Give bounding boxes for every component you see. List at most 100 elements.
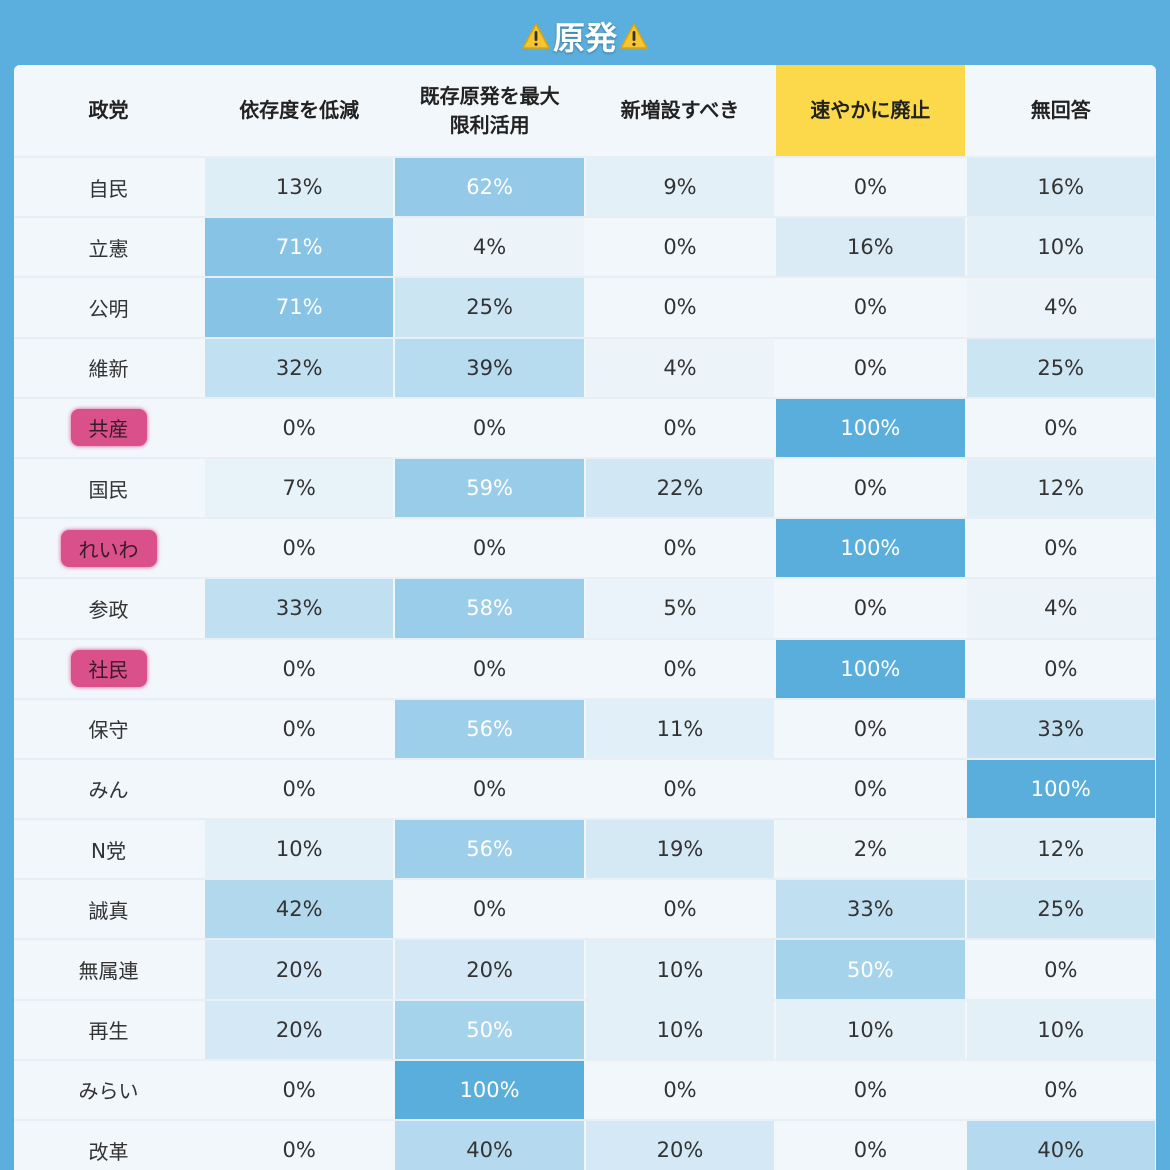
value-cell: 0% — [204, 638, 396, 700]
value-cell: 50% — [775, 939, 967, 1001]
value-cell: 100% — [775, 638, 967, 700]
value-cell: 0% — [394, 518, 586, 580]
value-cell: 0% — [965, 939, 1156, 1001]
value-cell: 0% — [394, 879, 586, 941]
value-cell: 32% — [204, 337, 396, 399]
column-header-party: 政党 — [14, 65, 205, 158]
value-cell: 7% — [204, 457, 396, 520]
party-cell: 公明 — [14, 277, 205, 339]
value-cell: 10% — [775, 999, 967, 1061]
value-cell: 20% — [204, 939, 396, 1001]
value-cell: 40% — [965, 1120, 1156, 1170]
table-row: 共産 0% 0% 0% 100% 0% — [14, 397, 1156, 459]
party-name: 維新 — [88, 357, 129, 382]
party-name: 社民 — [70, 650, 147, 688]
value-cell: 100% — [965, 758, 1156, 821]
value-cell: 0% — [584, 217, 777, 279]
table-row: 立憲 71% 4% 0% 16% 10% — [14, 217, 1156, 279]
table-row: 再生 20% 50% 10% 10% 10% — [14, 999, 1156, 1061]
value-cell: 20% — [394, 939, 586, 1001]
table-row: 参政 33% 58% 5% 0% 4% — [14, 578, 1156, 640]
value-cell: 0% — [204, 698, 396, 760]
party-cell: 再生 — [14, 999, 205, 1061]
value-cell: 0% — [584, 758, 777, 821]
value-cell: 0% — [204, 1059, 396, 1122]
value-cell: 71% — [204, 217, 396, 279]
value-cell: 0% — [584, 277, 777, 339]
party-name: 参政 — [88, 597, 129, 622]
value-cell: 0% — [775, 758, 967, 821]
value-cell: 11% — [584, 698, 777, 760]
value-cell: 40% — [394, 1120, 586, 1170]
party-name: れいわ — [60, 529, 157, 567]
value-cell: 12% — [965, 457, 1156, 520]
value-cell: 50% — [394, 999, 586, 1061]
value-cell: 0% — [965, 638, 1156, 700]
value-cell: 5% — [584, 578, 777, 640]
value-cell: 10% — [584, 999, 777, 1061]
value-cell: 100% — [775, 518, 967, 580]
table-body: 自民 13% 62% 9% 0% 16% 立憲 71% 4% 0% 16% 10% 公明 71% 25% 0%… — [14, 157, 1156, 1170]
value-cell: 0% — [965, 397, 1156, 459]
party-cell: みらい — [14, 1059, 205, 1122]
party-cell: 誠真 — [14, 879, 205, 941]
value-cell: 0% — [394, 758, 586, 821]
value-cell: 25% — [965, 879, 1156, 941]
survey-table: 政党 依存度を低減 既存原発を最大 限利活用 新増設すべき 速やかに廃止 無回答 自民 13%… — [14, 65, 1156, 1170]
value-cell: 58% — [394, 578, 586, 640]
value-cell: 62% — [394, 157, 586, 219]
page-title: 原発 — [0, 12, 1170, 60]
table-row: みらい 0% 100% 0% 0% 0% — [14, 1059, 1156, 1122]
table-row: 誠真 42% 0% 0% 33% 25% — [14, 879, 1156, 941]
value-cell: 20% — [584, 1120, 777, 1170]
value-cell: 10% — [584, 939, 777, 1001]
table-row: 公明 71% 25% 0% 0% 4% — [14, 277, 1156, 339]
party-cell: みん — [14, 758, 205, 821]
warning-icon — [619, 21, 649, 51]
value-cell: 0% — [394, 638, 586, 700]
party-cell: 参政 — [14, 578, 205, 640]
value-cell: 16% — [965, 157, 1156, 219]
party-cell: 国民 — [14, 457, 205, 520]
value-cell: 71% — [204, 277, 396, 339]
party-name: 再生 — [88, 1019, 129, 1044]
value-cell: 9% — [584, 157, 777, 219]
value-cell: 0% — [775, 457, 967, 520]
party-cell: 共産 — [14, 397, 205, 459]
value-cell: 56% — [394, 819, 586, 881]
party-name: 誠真 — [88, 898, 129, 923]
party-name: 共産 — [70, 409, 147, 447]
value-cell: 0% — [775, 1120, 967, 1170]
table-row: N党 10% 56% 19% 2% 12% — [14, 819, 1156, 881]
party-cell: N党 — [14, 819, 205, 881]
party-name: N党 — [91, 838, 126, 863]
value-cell: 0% — [775, 1059, 967, 1122]
value-cell: 0% — [584, 518, 777, 580]
table-row: 社民 0% 0% 0% 100% 0% — [14, 638, 1156, 700]
party-cell: 維新 — [14, 337, 205, 399]
party-name: 無属連 — [78, 959, 139, 984]
value-cell: 0% — [965, 518, 1156, 580]
value-cell: 42% — [204, 879, 396, 941]
value-cell: 10% — [204, 819, 396, 881]
value-cell: 10% — [965, 217, 1156, 279]
party-cell: 無属連 — [14, 939, 205, 1001]
value-cell: 0% — [584, 397, 777, 459]
value-cell: 0% — [584, 879, 777, 941]
value-cell: 0% — [204, 518, 396, 580]
value-cell: 56% — [394, 698, 586, 760]
value-cell: 0% — [204, 1120, 396, 1170]
value-cell: 4% — [584, 337, 777, 399]
warning-icon — [521, 21, 551, 51]
party-cell: れいわ — [14, 518, 205, 580]
column-header: 依存度を低減 — [204, 65, 396, 158]
value-cell: 59% — [394, 457, 586, 520]
table-row: 無属連 20% 20% 10% 50% 0% — [14, 939, 1156, 1001]
party-name: みらい — [78, 1079, 139, 1104]
value-cell: 100% — [775, 397, 967, 459]
value-cell: 4% — [965, 578, 1156, 640]
value-cell: 0% — [965, 1059, 1156, 1122]
table-row: 自民 13% 62% 9% 0% 16% — [14, 157, 1156, 219]
party-name: 公明 — [88, 296, 129, 321]
value-cell: 16% — [775, 217, 967, 279]
